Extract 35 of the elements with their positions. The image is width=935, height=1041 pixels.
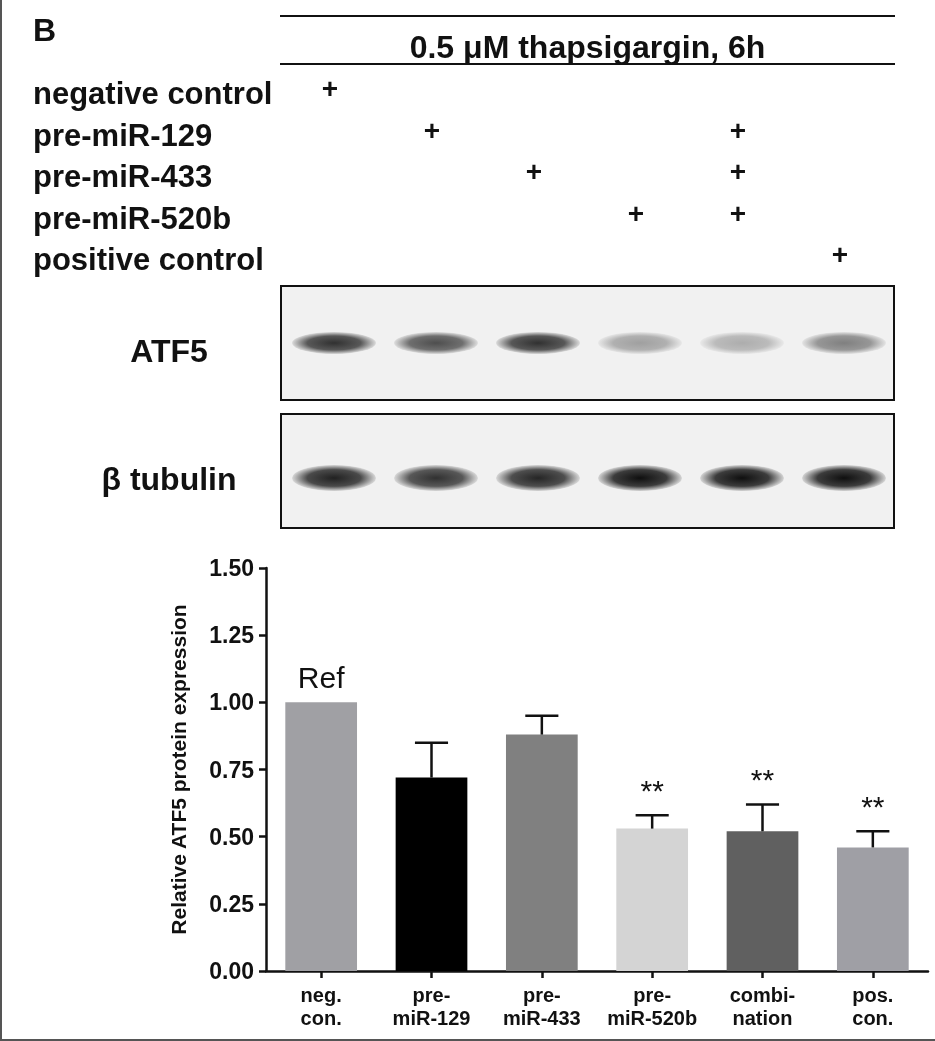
text: + xyxy=(729,155,747,187)
x-tick-label: pre- miR-433 xyxy=(502,983,581,1029)
y-axis-title: Relative ATF5 protein expression xyxy=(167,604,190,935)
y-tick-label: 0.00 xyxy=(209,958,254,984)
text: + xyxy=(729,197,747,229)
text: B xyxy=(33,11,57,49)
text: + xyxy=(321,72,339,104)
text: + xyxy=(831,238,849,270)
y-tick-label: 1.50 xyxy=(209,555,254,581)
text: + xyxy=(627,197,645,229)
x-tick-label: pos. con. xyxy=(852,983,894,1029)
category-label: pre-miR-520b xyxy=(33,200,232,236)
x-tick-label: combi- nation xyxy=(729,983,796,1029)
category-label: negative control xyxy=(33,76,273,112)
category-label: positive control xyxy=(33,242,264,278)
text: + xyxy=(729,114,747,146)
data-label: ** xyxy=(750,762,775,796)
data-label: ** xyxy=(861,789,885,823)
text: 0.5 μM thapsigargin, 6h xyxy=(409,28,766,66)
y-tick-label: 1.25 xyxy=(209,622,255,649)
y-tick-label: 1.00 xyxy=(209,689,254,716)
data-label: Ref xyxy=(297,660,346,694)
text: ATF5 xyxy=(130,332,208,370)
category-label: pre-miR-129 xyxy=(33,117,213,153)
y-tick-label: 0.75 xyxy=(209,756,255,783)
data-label: ** xyxy=(640,773,665,807)
x-tick-label: pre- miR-129 xyxy=(392,983,471,1029)
text: + xyxy=(423,114,441,146)
text: + xyxy=(525,155,543,187)
y-tick-label: 0.50 xyxy=(209,823,254,850)
category-label: pre-miR-433 xyxy=(33,159,213,195)
text: β tubulin xyxy=(101,460,237,498)
x-tick-label: pre- miR-520b xyxy=(607,983,698,1029)
x-tick-label: neg. con. xyxy=(300,983,342,1029)
y-tick-label: 0.25 xyxy=(209,890,255,917)
